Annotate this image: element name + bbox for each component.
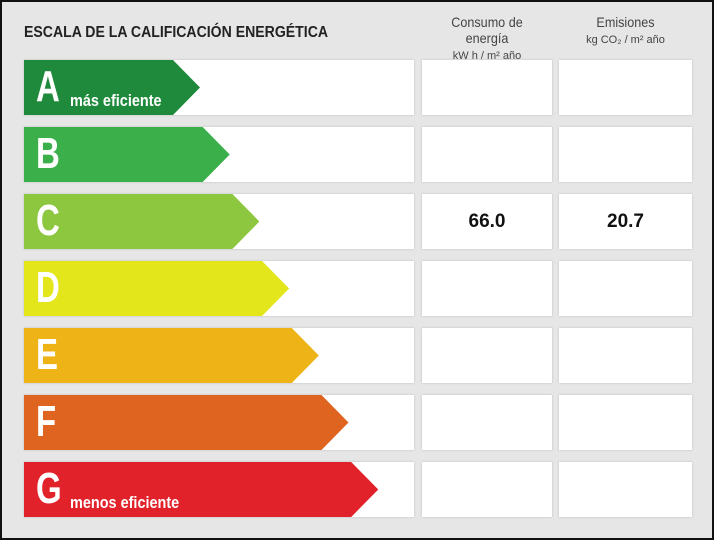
rating-letter: G <box>36 464 62 513</box>
value-cell: 66.0 <box>422 194 552 249</box>
rating-letter: E <box>36 330 59 379</box>
title: ESCALA DE LA CALIFICACIÓN ENERGÉTICA <box>24 24 329 41</box>
value-cell <box>559 261 692 316</box>
column-unit: kW h / m² año <box>452 50 522 62</box>
rating-arrow <box>24 127 230 182</box>
arrow-shape <box>24 60 200 115</box>
value-cell <box>422 60 552 115</box>
rating-letter: A <box>36 62 60 111</box>
arrow-shape <box>24 462 379 517</box>
arrow-shape <box>24 194 260 249</box>
rating-note: más eficiente <box>70 91 162 110</box>
arrow-shape <box>24 395 349 450</box>
value-cell <box>422 261 552 316</box>
value-cell <box>559 395 692 450</box>
rating-letter: B <box>36 129 60 178</box>
rating-arrow <box>24 395 349 450</box>
column-title: Consumo de energía <box>451 14 523 46</box>
value-cell <box>422 127 552 182</box>
rating-note: menos eficiente <box>70 493 180 512</box>
rating-arrow <box>24 261 290 316</box>
value-cell <box>422 328 552 383</box>
column-header: Consumo de energía kW h / m² año <box>422 14 552 62</box>
rating-arrow <box>24 328 319 383</box>
arrow-shape <box>24 261 290 316</box>
value-cell: 20.7 <box>559 194 692 249</box>
value-cell <box>422 395 552 450</box>
rating-arrow <box>24 462 379 517</box>
value-cell <box>559 462 692 517</box>
value-cell <box>559 127 692 182</box>
rating-arrow <box>24 194 260 249</box>
column-title: Emisiones <box>596 14 655 30</box>
value-cell <box>559 328 692 383</box>
arrow-shape <box>24 328 319 383</box>
rating-arrow <box>24 60 200 115</box>
value-cell <box>559 60 692 115</box>
column-header: Emisiones kg CO₂ / m² año <box>559 14 692 46</box>
value-cell <box>422 462 552 517</box>
column-unit: kg CO₂ / m² año <box>586 34 665 46</box>
rating-letter: F <box>36 397 57 446</box>
rating-letter: D <box>36 263 60 312</box>
arrow-shape <box>24 127 230 182</box>
rating-letter: C <box>36 196 60 245</box>
